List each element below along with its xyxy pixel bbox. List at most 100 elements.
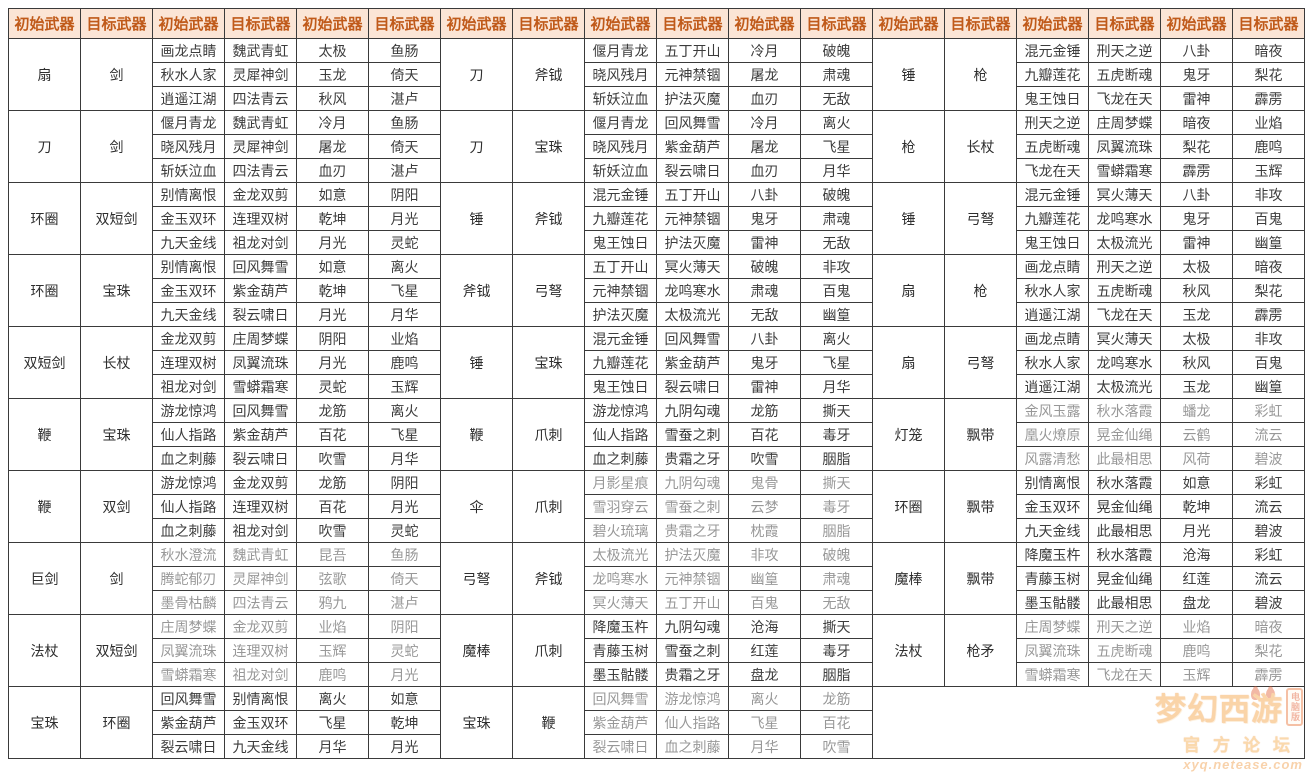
column-header-initial: 初始武器 xyxy=(296,8,369,39)
target-weapon-cell: 肃魂 xyxy=(800,62,873,87)
initial-weapon-cell: 金龙双剪 xyxy=(152,326,225,351)
table-row: 法杖 双短剑 庄周梦蝶 金龙双剪 业焰 阴阳 魔棒 爪刺 降魔玉杵 九阴勾魂 沧海 撕天 法杖 枪矛 庄周梦… xyxy=(8,614,1305,687)
target-weapon-cell: 月华 xyxy=(368,446,441,471)
initial-weapon-cell: 斩妖泣血 xyxy=(152,158,225,183)
initial-weapon-cell: 八卦 xyxy=(728,326,801,351)
target-category-cell: 宝珠 xyxy=(80,398,153,471)
initial-weapon-cell: 玉龙 xyxy=(1160,302,1233,327)
initial-weapon-cell: 吹雪 xyxy=(296,518,369,543)
initial-weapon-cell: 太极 xyxy=(1160,326,1233,351)
initial-weapon-cell: 玉辉 xyxy=(1160,662,1233,687)
target-weapon-cell: 此最相思 xyxy=(1088,446,1161,471)
weapon-conversion-table: 初始武器 目标武器 初始武器 目标武器 初始武器 目标武器 初始武器 目标武器 初始武器 目标武器… xyxy=(8,8,1305,759)
initial-weapon-cell: 吹雪 xyxy=(296,446,369,471)
initial-weapon-cell: 墨玉骷髅 xyxy=(584,662,657,687)
target-weapon-cell: 倚天 xyxy=(368,566,441,591)
initial-weapon-cell: 肃魂 xyxy=(728,278,801,303)
initial-weapon-cell: 画龙点睛 xyxy=(1016,326,1089,351)
initial-weapon-cell: 九瓣莲花 xyxy=(1016,62,1089,87)
initial-weapon-cell: 雪蟒霜寒 xyxy=(1016,662,1089,687)
target-weapon-cell: 金龙双剪 xyxy=(224,182,297,207)
target-weapon-cell: 月光 xyxy=(368,734,441,759)
target-weapon-cell: 离火 xyxy=(800,110,873,135)
target-weapon-cell: 灵犀神剑 xyxy=(224,62,297,87)
initial-weapon-cell: 冷月 xyxy=(728,110,801,135)
column-header-initial: 初始武器 xyxy=(1160,8,1233,39)
initial-category-cell: 灯笼 xyxy=(872,398,945,471)
target-weapon-cell: 彩虹 xyxy=(1232,542,1305,567)
target-weapon-cell: 碧波 xyxy=(1232,590,1305,615)
initial-weapon-cell: 九瓣莲花 xyxy=(584,206,657,231)
target-weapon-cell: 回风舞雪 xyxy=(656,110,729,135)
initial-category-cell: 宝珠 xyxy=(440,686,513,759)
column-header-target: 目标武器 xyxy=(512,8,585,39)
initial-weapon-cell: 血之刺藤 xyxy=(584,446,657,471)
initial-weapon-cell: 业焰 xyxy=(296,614,369,639)
target-category-cell: 斧钺 xyxy=(512,38,585,111)
initial-weapon-cell: 凤翼流珠 xyxy=(1016,638,1089,663)
initial-weapon-cell: 血刃 xyxy=(728,158,801,183)
target-weapon-cell: 阴阳 xyxy=(368,182,441,207)
initial-weapon-cell: 如意 xyxy=(1160,470,1233,495)
target-weapon-cell: 离火 xyxy=(800,326,873,351)
target-category-cell: 飘带 xyxy=(944,542,1017,615)
initial-weapon-cell: 冥火薄天 xyxy=(584,590,657,615)
initial-weapon-cell: 沧海 xyxy=(1160,542,1233,567)
initial-weapon-cell: 逍遥江湖 xyxy=(1016,302,1089,327)
initial-weapon-cell: 秋水人家 xyxy=(1016,278,1089,303)
initial-weapon-cell: 雪蟒霜寒 xyxy=(152,662,225,687)
initial-weapon-cell: 鬼牙 xyxy=(728,206,801,231)
target-weapon-cell: 碧波 xyxy=(1232,518,1305,543)
column-header-target: 目标武器 xyxy=(800,8,873,39)
target-weapon-cell: 霹雳 xyxy=(1232,86,1305,111)
initial-weapon-cell: 屠龙 xyxy=(728,134,801,159)
target-weapon-cell: 暗夜 xyxy=(1232,38,1305,63)
target-weapon-cell: 仙人指路 xyxy=(656,710,729,735)
initial-category-cell: 锤 xyxy=(440,326,513,399)
target-category-cell: 枪 xyxy=(944,38,1017,111)
initial-category-cell: 鞭 xyxy=(8,470,81,543)
initial-weapon-cell: 金玉双环 xyxy=(1016,494,1089,519)
target-category-cell: 枪矛 xyxy=(944,614,1017,687)
initial-weapon-cell: 鸦九 xyxy=(296,590,369,615)
target-weapon-cell: 暗夜 xyxy=(1232,254,1305,279)
target-weapon-cell: 月华 xyxy=(368,302,441,327)
target-weapon-cell: 龙筋 xyxy=(800,686,873,711)
initial-weapon-cell: 回风舞雪 xyxy=(152,686,225,711)
target-weapon-cell: 灵犀神剑 xyxy=(224,134,297,159)
target-category-cell: 宝珠 xyxy=(512,326,585,399)
target-weapon-cell: 冥火薄天 xyxy=(656,254,729,279)
initial-weapon-cell: 龙筋 xyxy=(296,398,369,423)
target-weapon-cell: 毒牙 xyxy=(800,494,873,519)
target-weapon-cell: 护法灭魔 xyxy=(656,542,729,567)
target-weapon-cell: 连理双树 xyxy=(224,638,297,663)
target-weapon-cell: 金龙双剪 xyxy=(224,614,297,639)
column-header-target: 目标武器 xyxy=(1088,8,1161,39)
initial-weapon-cell: 紫金葫芦 xyxy=(152,710,225,735)
table-row: 鞭双剑 游龙惊鸿 金龙双剪 龙筋 阴阳伞爪刺 月影星痕 九阴勾魂 鬼骨 撕天 环圈 飘带 别情离恨 秋水… xyxy=(8,470,1305,543)
initial-weapon-cell: 裂云啸日 xyxy=(584,734,657,759)
target-category-cell: 双短剑 xyxy=(80,182,153,255)
target-weapon-cell: 九阴勾魂 xyxy=(656,614,729,639)
initial-weapon-cell: 鬼王蚀日 xyxy=(584,374,657,399)
table-row: 血之刺藤 祖龙对剑 吹雪 灵蛇 碧火琉璃 贵霜之牙 枕霞 胭脂 九天金线 此最相思 月光 碧波 xyxy=(9,518,1305,543)
target-weapon-cell: 梨花 xyxy=(1232,278,1305,303)
target-weapon-cell: 飞龙在天 xyxy=(1088,86,1161,111)
initial-category-cell: 锤 xyxy=(440,182,513,255)
initial-weapon-cell: 混元金锤 xyxy=(584,326,657,351)
initial-category-cell: 巨剑 xyxy=(8,542,81,615)
initial-weapon-cell: 血刃 xyxy=(296,158,369,183)
initial-weapon-cell: 乾坤 xyxy=(296,206,369,231)
target-weapon-cell: 非攻 xyxy=(1232,326,1305,351)
initial-weapon-cell: 冷月 xyxy=(296,110,369,135)
initial-weapon-cell: 血刃 xyxy=(728,86,801,111)
initial-weapon-cell: 八卦 xyxy=(1160,182,1233,207)
initial-weapon-cell: 裂云啸日 xyxy=(152,734,225,759)
initial-weapon-cell: 鬼王蚀日 xyxy=(584,230,657,255)
initial-weapon-cell: 月影星痕 xyxy=(584,470,657,495)
initial-category-cell: 刀 xyxy=(440,38,513,111)
target-weapon-cell: 百花 xyxy=(800,710,873,735)
initial-weapon-cell: 回风舞雪 xyxy=(584,686,657,711)
target-weapon-cell: 破魄 xyxy=(800,38,873,63)
initial-weapon-cell: 月光 xyxy=(296,302,369,327)
